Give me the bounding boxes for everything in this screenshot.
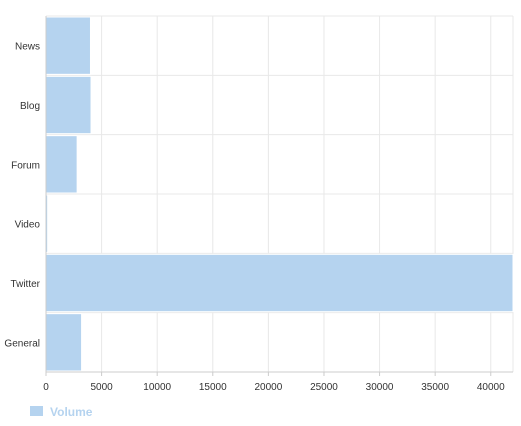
- tick-label-x: 0: [43, 382, 49, 393]
- legend-label-volume[interactable]: Volume: [50, 405, 93, 419]
- category-label-video: Video: [15, 220, 41, 231]
- bar-twitter[interactable]: [45, 253, 514, 313]
- grid-lines: [45, 15, 514, 373]
- category-labels: News Blog Forum Video Twitter General: [4, 42, 40, 350]
- tick-label-x: 15000: [199, 382, 227, 393]
- axes: [45, 16, 513, 376]
- bars: [45, 16, 514, 372]
- category-label-forum: Forum: [11, 160, 40, 171]
- tick-label-x: 10000: [143, 382, 171, 393]
- bar-forum[interactable]: [45, 135, 78, 194]
- tick-label-x: 30000: [366, 382, 394, 393]
- bar-blog[interactable]: [45, 75, 92, 135]
- category-label-news: News: [15, 42, 40, 53]
- category-label-blog: Blog: [20, 101, 40, 112]
- category-label-twitter: Twitter: [11, 279, 41, 290]
- category-label-general: General: [4, 338, 40, 349]
- tick-label-x: 25000: [310, 382, 338, 393]
- tick-labels: 0 5000 10000 15000 20000 25000 30000 35000 40000: [43, 382, 505, 393]
- tick-label-x: 5000: [90, 382, 113, 393]
- bar-general[interactable]: [45, 313, 83, 372]
- tick-label-x: 20000: [254, 382, 282, 393]
- legend-swatch[interactable]: [30, 406, 43, 416]
- tick-label-x: 35000: [421, 382, 449, 393]
- tick-label-x: 40000: [477, 382, 505, 393]
- bar-news[interactable]: [45, 16, 91, 75]
- legend[interactable]: Volume: [30, 405, 93, 419]
